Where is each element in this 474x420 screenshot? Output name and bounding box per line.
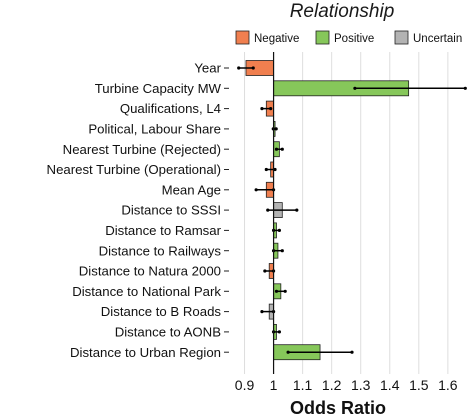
x-tick-label-1-2: 1.2 bbox=[322, 377, 342, 393]
x-tick-label-1-5: 1.5 bbox=[409, 377, 429, 393]
x-tick-label-1: 1 bbox=[270, 377, 278, 393]
error-cap-high-turbine-capacity-mw bbox=[463, 86, 467, 90]
category-label-distance-to-national-park: Distance to National Park bbox=[72, 284, 221, 299]
error-cap-low-qualifications-l4 bbox=[260, 107, 264, 111]
x-tick-label-1-1: 1.1 bbox=[293, 377, 313, 393]
error-cap-high-year bbox=[251, 66, 255, 70]
category-label-distance-to-aonb: Distance to AONB bbox=[115, 325, 221, 340]
category-label-qualifications-l4: Qualifications, L4 bbox=[120, 101, 221, 116]
category-label-distance-to-sssi: Distance to SSSI bbox=[121, 203, 221, 218]
error-cap-low-year bbox=[237, 66, 241, 70]
x-tick-label-1-4: 1.4 bbox=[380, 377, 400, 393]
category-label-year: Year bbox=[194, 61, 221, 76]
error-cap-low-distance-to-national-park bbox=[274, 289, 279, 293]
category-label-distance-to-urban-region: Distance to Urban Region bbox=[70, 345, 221, 360]
x-tick-label-1-6: 1.6 bbox=[438, 377, 458, 393]
error-cap-low-nearest-turbine-operational bbox=[264, 167, 268, 172]
error-cap-high-political-labour-share bbox=[274, 127, 278, 131]
legend-swatch-positive bbox=[315, 30, 330, 45]
error-cap-low-distance-to-b-roads bbox=[260, 310, 264, 314]
error-cap-low-turbine-capacity-mw bbox=[353, 86, 357, 90]
x-tick-label-1-3: 1.3 bbox=[351, 377, 371, 393]
category-labels: Year Turbine Capacity MW Qualifications, L… bbox=[47, 61, 229, 360]
legend: Relationship Negative Positive Uncertain bbox=[235, 1, 462, 45]
error-cap-high-distance-to-railways bbox=[280, 249, 284, 253]
error-cap-low-nearest-turbine-rejected bbox=[274, 147, 279, 151]
legend-label-positive: Positive bbox=[334, 33, 374, 45]
error-cap-high-distance-to-sssi bbox=[295, 208, 299, 212]
error-cap-high-nearest-turbine-operational bbox=[273, 167, 277, 172]
category-label-distance-to-b-roads: Distance to B Roads bbox=[101, 304, 222, 319]
category-label-nearest-turbine-rejected: Nearest Turbine (Rejected) bbox=[63, 142, 221, 157]
error-cap-high-qualifications-l4 bbox=[269, 107, 273, 111]
error-cap-low-distance-to-natura-2000 bbox=[263, 269, 267, 273]
x-axis-ticks: 0.9 1 1.1 1.2 1.3 1.4 1.5 1.6 bbox=[235, 377, 458, 393]
error-cap-low-distance-to-sssi bbox=[266, 208, 270, 212]
legend-swatch-negative bbox=[235, 30, 250, 45]
category-label-distance-to-ramsar: Distance to Ramsar bbox=[105, 223, 221, 238]
category-label-mean-age: Mean Age bbox=[162, 182, 221, 197]
error-bars bbox=[237, 66, 467, 354]
x-axis-title: Odds Ratio bbox=[290, 398, 386, 418]
category-label-distance-to-natura-2000: Distance to Natura 2000 bbox=[79, 264, 221, 279]
error-cap-high-distance-to-ramsar bbox=[277, 228, 281, 232]
error-cap-low-distance-to-urban-region bbox=[286, 350, 290, 354]
error-cap-low-mean-age bbox=[254, 188, 258, 192]
error-cap-high-distance-to-aonb bbox=[277, 330, 281, 334]
category-label-distance-to-railways: Distance to Railways bbox=[99, 243, 222, 258]
legend-label-uncertain: Uncertain bbox=[413, 33, 462, 45]
legend-title: Relationship bbox=[290, 1, 395, 22]
error-cap-high-distance-to-urban-region bbox=[350, 350, 354, 354]
legend-swatch-uncertain bbox=[394, 30, 409, 45]
category-label-political-labour-share: Political, Labour Share bbox=[88, 122, 221, 137]
legend-label-negative: Negative bbox=[254, 33, 299, 45]
x-tick-label-0-9: 0.9 bbox=[235, 377, 255, 393]
error-cap-high-nearest-turbine-rejected bbox=[280, 147, 284, 151]
category-label-nearest-turbine-operational: Nearest Turbine (Operational) bbox=[47, 162, 221, 177]
category-label-turbine-capacity-mw: Turbine Capacity MW bbox=[95, 81, 222, 96]
error-cap-high-distance-to-national-park bbox=[283, 289, 287, 293]
